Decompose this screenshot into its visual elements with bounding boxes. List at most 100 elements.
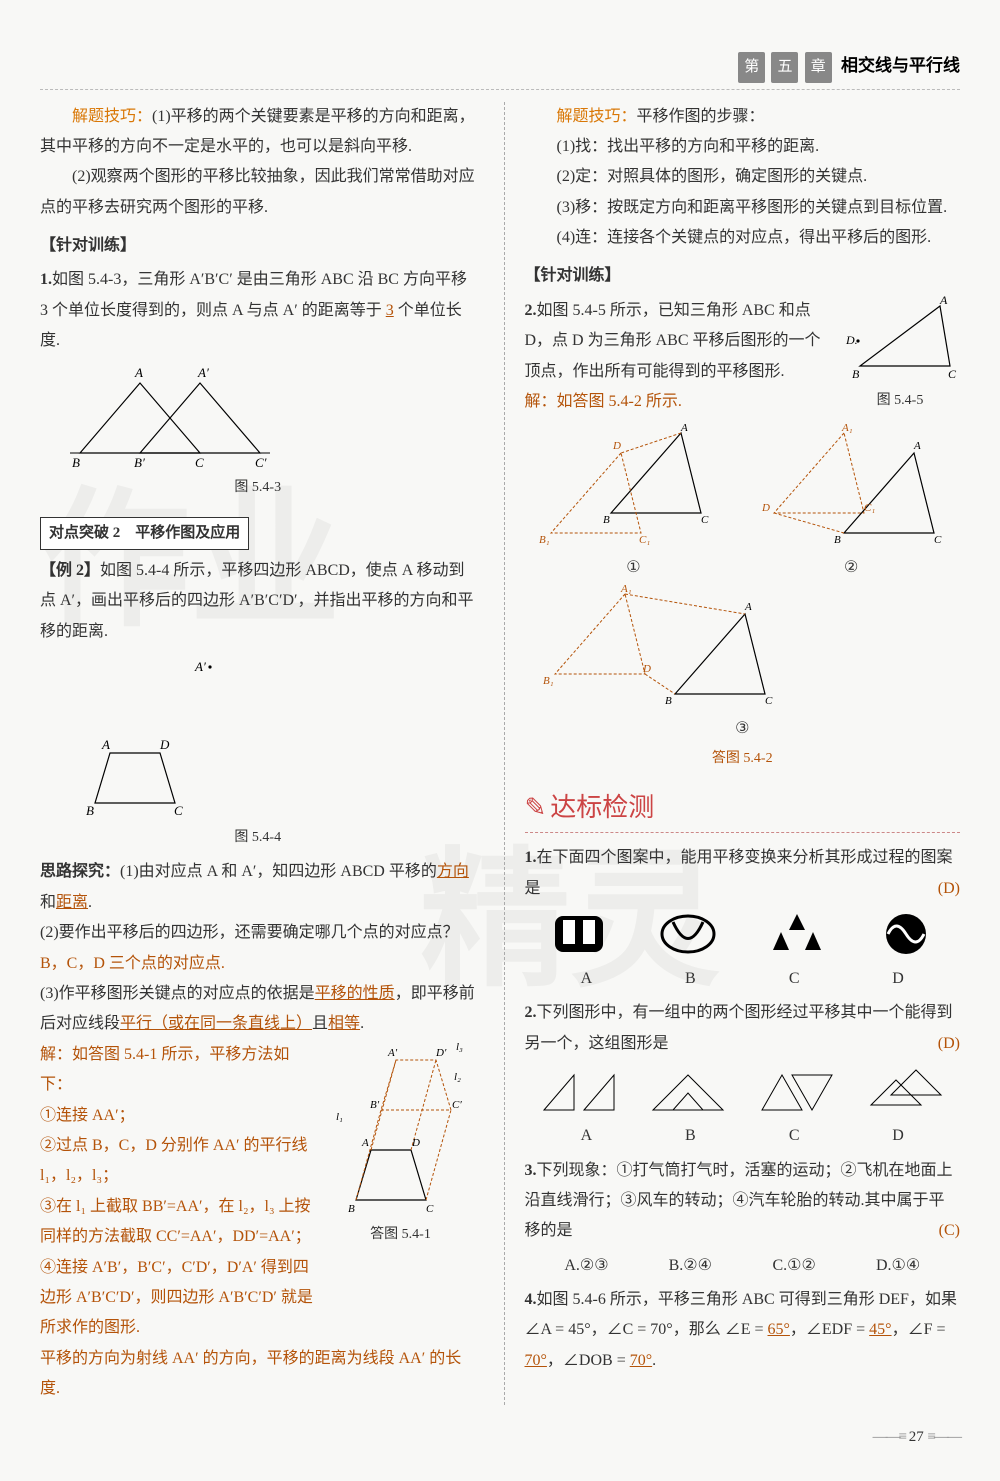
silu1-mid: 和 <box>40 894 56 911</box>
t4-end: . <box>652 1352 656 1369</box>
svg-text:C: C <box>765 695 773 707</box>
silu-2: (2)要作出平移后的四边形，还需要确定哪几个点的对应点？ <box>40 918 476 948</box>
sol-s4: ④连接 A′B′，B′C′，C′D′，D′A′ 得到四边形 A′B′C′D′，则… <box>40 1253 318 1344</box>
footer-lines-right: ≡—— <box>928 1429 960 1445</box>
svg-text:C₁: C₁ <box>864 502 875 514</box>
t2-body: 下列图形中，有一组中的两个图形经过平移其中一个能得到另一个，这组图形是 <box>525 1004 953 1051</box>
silu3-b1: 平移的性质 <box>315 985 395 1002</box>
page-footer: ——≡ 27 ≡—— <box>40 1423 960 1452</box>
chapter-box-1: 第 <box>738 52 765 83</box>
r-tip-head: 平移作图的步骤： <box>637 108 765 125</box>
t2-optB: B <box>638 1121 742 1151</box>
svg-text:C: C <box>195 455 204 470</box>
t1-num: 1. <box>525 849 537 866</box>
ex2-body: 如图 5.4-4 所示，平移四边形 ABCD，使点 A 移动到点 A′，画出平移… <box>40 562 474 640</box>
footer-lines-left: ——≡ <box>873 1429 905 1445</box>
svg-text:D′: D′ <box>435 1047 447 1059</box>
svg-text:A: A <box>361 1137 369 1149</box>
circ1: ① <box>626 553 640 583</box>
silu1-a: (1)由对应点 A 和 A′，知四边形 ABCD 平移的 <box>120 863 437 880</box>
circ3: ③ <box>735 720 749 737</box>
q2-ans: 解：如答图 5.4-2 所示. <box>525 387 833 417</box>
t4-b4: 70° <box>630 1352 652 1369</box>
t1-optB: B <box>638 964 742 994</box>
ex2-label: 【例 2】 <box>40 562 100 579</box>
chapter-box-2: 五 <box>771 52 798 83</box>
fig545-caption: 图 5.4-5 <box>840 388 960 415</box>
t4-b2: 45° <box>869 1321 891 1338</box>
t3-optD: D.①④ <box>846 1251 950 1281</box>
svg-text:A′: A′ <box>197 365 209 380</box>
page-number: 27 <box>909 1429 924 1445</box>
t2-num: 2. <box>525 1004 537 1021</box>
q1-num: 1. <box>40 271 52 288</box>
ans-figure-5-4-2: A B C D B₁ C₁ A₁ D C₁ A B C ① ② <box>525 423 961 772</box>
sol-conclusion: 平移的方向为射线 AA′ 的方向，平移的距离为线段 AA′ 的长度. <box>40 1344 476 1405</box>
train-label-right: 【针对训练】 <box>525 261 961 291</box>
t1-optA: A <box>535 964 639 994</box>
silu3-end: . <box>360 1015 364 1032</box>
silu3-b3: 相等 <box>328 1015 360 1032</box>
t4-m2: ，∠F = <box>892 1321 946 1338</box>
tip-label: 解题技巧： <box>72 108 152 125</box>
t2-optD: D <box>846 1121 950 1151</box>
t2: 2.下列图形中，有一组中的两个图形经过平移其中一个能得到另一个，这组图形是 (D… <box>525 998 961 1059</box>
t1-ans: (D) <box>938 874 960 904</box>
svg-text:A′: A′ <box>387 1047 398 1059</box>
ansfig541-caption: 答图 5.4-1 <box>326 1222 476 1249</box>
q1-blank: 3 <box>386 302 394 319</box>
silu1-b1: 方向 <box>437 863 469 880</box>
svg-text:B: B <box>834 534 841 546</box>
sol-s2: ②过点 B，C，D 分别作 AA′ 的平行线 l₁，l₂，l₃； <box>40 1131 318 1192</box>
left-tip-2: (2)观察两个图形的平移比较抽象，因此我们常常借助对应点的平移去研究两个图形的平… <box>40 162 476 223</box>
r-step4: (4)连：连接各个关键点的对应点，得出平移后的图形. <box>525 223 961 253</box>
sol-s1: ①连接 AA′； <box>40 1101 318 1131</box>
svg-text:C: C <box>426 1203 434 1215</box>
r-step2: (2)定：对照具体的图形，确定图形的关键点. <box>525 162 961 192</box>
svg-text:A: A <box>744 601 752 613</box>
silu3-b2: 平行（或在同一条直线上） <box>120 1015 312 1032</box>
t2-shapes <box>525 1065 961 1115</box>
svg-text:B′: B′ <box>370 1099 380 1111</box>
t3-optA: A.②③ <box>535 1251 639 1281</box>
r-step3: (3)移：按既定方向和距离平移图形的关键点到目标位置. <box>525 193 961 223</box>
t2-opts: A B C D <box>535 1121 951 1151</box>
t3-body: 下列现象：①打气筒打气时，活塞的运动；②飞机在地面上沿直线滑行；③风车的转动；④… <box>525 1162 953 1240</box>
t4-m1: ，∠EDF = <box>790 1321 865 1338</box>
t1-body: 在下面四个图案中，能用平移变换来分析其形成过程的图案是 <box>525 849 953 896</box>
svg-text:C₁: C₁ <box>639 534 650 546</box>
figure-5-4-4: A′ A D B C 图 5.4-4 <box>40 653 476 852</box>
q1: 1.如图 5.4-3，三角形 A′B′C′ 是由三角形 ABC 沿 BC 方向平… <box>40 265 476 356</box>
svg-text:l₁: l₁ <box>336 1111 343 1123</box>
svg-text:D: D <box>642 663 651 675</box>
chapter-header: 第 五 章 相交线与平行线 <box>40 50 960 90</box>
svg-text:D.: D. <box>845 333 858 347</box>
t1-optD: D <box>846 964 950 994</box>
silu-1: 思路探究：(1)由对应点 A 和 A′，知四边形 ABCD 平移的方向和距离. <box>40 857 476 918</box>
svg-text:C′: C′ <box>255 455 267 470</box>
t3-optC: C.①② <box>742 1251 846 1281</box>
silu1-end: . <box>88 894 92 911</box>
fig544-caption: 图 5.4-4 <box>40 825 476 852</box>
t1: 1.在下面四个图案中，能用平移变换来分析其形成过程的图案是 (D) <box>525 843 961 904</box>
svg-text:C: C <box>701 514 709 526</box>
svg-text:B: B <box>852 367 860 381</box>
silu3-mid2: 且 <box>312 1015 328 1032</box>
svg-text:A₁: A₁ <box>841 423 853 434</box>
svg-text:l₃: l₃ <box>456 1041 463 1053</box>
svg-text:D: D <box>159 737 170 752</box>
breakpoint-2: 对点突破 2 平移作图及应用 <box>40 507 476 556</box>
svg-text:A: A <box>134 365 143 380</box>
r-step1: (1)找：找出平移的方向和平移的距离. <box>525 132 961 162</box>
silu1-b2: 距离 <box>56 894 88 911</box>
sol-s3: ③在 l₁ 上截取 BB′=AA′，在 l₂，l₃ 上按同样的方法截取 CC′=… <box>40 1192 318 1253</box>
solution-steps: 解：如答图 5.4-1 所示，平移方法如下： ①连接 AA′； ②过点 B，C，… <box>40 1040 318 1344</box>
t4-b1: 65° <box>768 1321 790 1338</box>
right-column: 解题技巧：平移作图的步骤： (1)找：找出平移的方向和平移的距离. (2)定：对… <box>504 102 961 1405</box>
svg-text:B: B <box>72 455 80 470</box>
svg-text:A₁: A₁ <box>620 584 632 595</box>
t3-ans: (C) <box>939 1216 960 1246</box>
svg-text:B: B <box>603 514 610 526</box>
left-tip-1: 解题技巧：(1)平移的两个关键要素是平移的方向和距离，其中平移的方向不一定是水平… <box>40 102 476 163</box>
right-tip-head: 解题技巧：平移作图的步骤： <box>525 102 961 132</box>
